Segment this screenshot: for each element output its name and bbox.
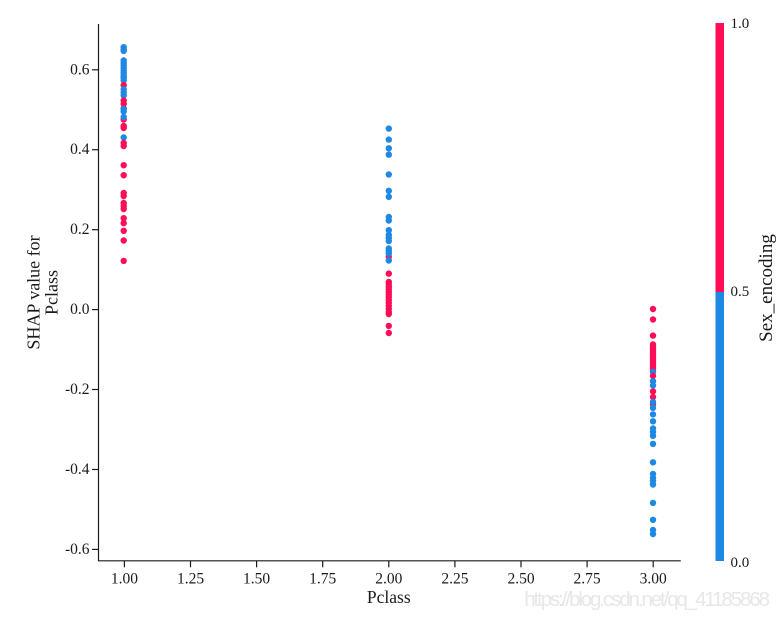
svg-text:1.0: 1.0 bbox=[731, 16, 750, 32]
svg-text:-0.4: -0.4 bbox=[65, 461, 90, 478]
svg-text:-0.2: -0.2 bbox=[65, 381, 90, 398]
svg-text:0.0: 0.0 bbox=[70, 301, 90, 318]
svg-text:SHAP value for: SHAP value for bbox=[24, 235, 44, 349]
svg-text:-0.6: -0.6 bbox=[65, 541, 90, 558]
svg-text:https://blog.csdn.net/qq_41185: https://blog.csdn.net/qq_41185868 bbox=[524, 588, 769, 611]
svg-text:1.25: 1.25 bbox=[177, 570, 204, 587]
svg-text:0.0: 0.0 bbox=[731, 555, 750, 571]
svg-text:Pclass: Pclass bbox=[42, 270, 62, 315]
svg-text:0.2: 0.2 bbox=[70, 221, 89, 238]
svg-text:2.50: 2.50 bbox=[507, 570, 534, 587]
svg-text:1.50: 1.50 bbox=[243, 570, 270, 587]
svg-text:2.25: 2.25 bbox=[441, 570, 468, 587]
svg-text:0.5: 0.5 bbox=[731, 284, 750, 300]
svg-text:Pclass: Pclass bbox=[367, 587, 411, 607]
svg-text:3.00: 3.00 bbox=[640, 570, 667, 587]
svg-text:1.75: 1.75 bbox=[309, 570, 336, 587]
svg-text:0.4: 0.4 bbox=[70, 141, 90, 158]
svg-text:1.00: 1.00 bbox=[111, 570, 138, 587]
svg-text:2.75: 2.75 bbox=[574, 570, 601, 587]
svg-text:0.6: 0.6 bbox=[70, 61, 90, 78]
svg-text:2.00: 2.00 bbox=[375, 570, 402, 587]
svg-text:Sex_encoding: Sex_encoding bbox=[756, 234, 777, 342]
